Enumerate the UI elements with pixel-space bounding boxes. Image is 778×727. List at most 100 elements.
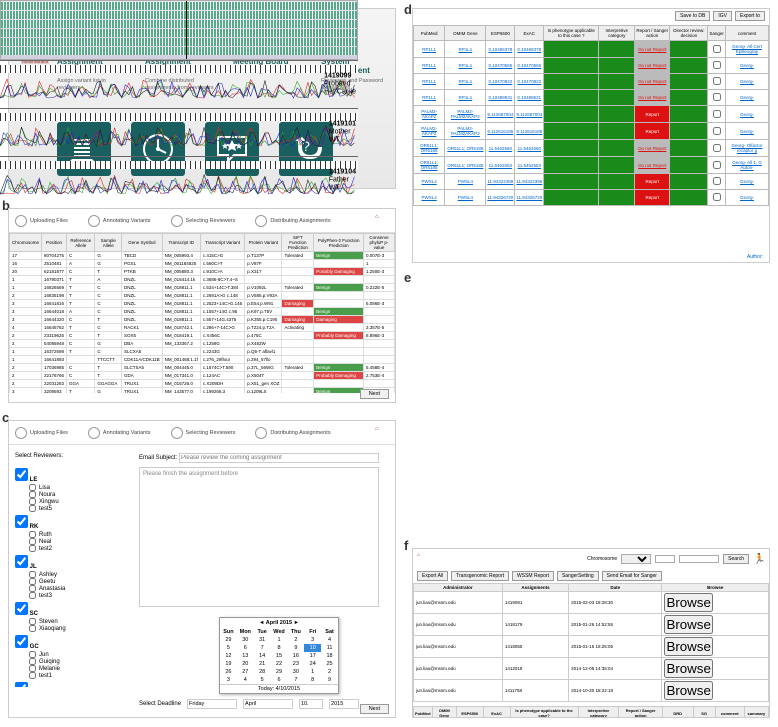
- calendar-day[interactable]: 15: [271, 652, 288, 660]
- table-row[interactable]: PALM2-AKAP2PALM2-PALM2AKAP2 9.1126161859…: [414, 123, 769, 140]
- calendar-day[interactable]: 7: [254, 644, 271, 652]
- reviewer-item[interactable]: Ruth: [15, 531, 125, 538]
- d-button[interactable]: IGV: [713, 11, 732, 21]
- reviewer-item[interactable]: Melanie: [15, 665, 125, 672]
- calendar-day[interactable]: 18: [321, 652, 338, 660]
- reviewer-item[interactable]: Lisa: [15, 484, 125, 491]
- calendar-day[interactable]: 8: [271, 644, 288, 652]
- calendar-day[interactable]: 4: [237, 676, 254, 684]
- calendar-day[interactable]: 22: [271, 660, 288, 668]
- table-row[interactable]: RP1L1RP1L1 0.104895310.10489531 Do not R…: [414, 90, 769, 106]
- reviewer-item[interactable]: test1: [15, 672, 125, 679]
- sanger-checkbox[interactable]: [713, 61, 721, 69]
- search-button[interactable]: Search: [723, 554, 749, 564]
- table-row[interactable]: jun.liao@mssm.edu14181792015-01-26 14:52…: [414, 614, 769, 636]
- reviewer-item[interactable]: test5: [15, 505, 125, 512]
- sanger-checkbox[interactable]: [713, 77, 721, 85]
- reviewer-item[interactable]: test2: [15, 545, 125, 552]
- calendar-day[interactable]: 12: [220, 652, 237, 660]
- calendar-day[interactable]: 2: [287, 636, 304, 644]
- calendar-day[interactable]: 17: [304, 652, 321, 660]
- toolbar-step[interactable]: Distributing Assignments: [255, 215, 330, 227]
- home-icon[interactable]: ⌂: [375, 214, 389, 228]
- reviewer-group[interactable]: GC: [15, 634, 125, 651]
- sanger-checkbox[interactable]: [713, 93, 721, 101]
- sanger-checkbox[interactable]: [713, 45, 721, 53]
- f-button[interactable]: Transgenomic Report: [451, 571, 509, 581]
- toolbar-step[interactable]: Uploading Files: [15, 427, 68, 439]
- sanger-checkbox[interactable]: [713, 161, 721, 169]
- deadline-day[interactable]: [187, 699, 237, 709]
- calendar-day[interactable]: 23: [287, 660, 304, 668]
- table-row[interactable]: 116641893TTCCTTCDK11A/CDK11BNM_001468.1.…: [10, 356, 395, 364]
- calendar-day[interactable]: 11: [321, 644, 338, 652]
- sanger-checkbox[interactable]: [713, 193, 721, 201]
- reviewer-item[interactable]: Noura: [15, 491, 125, 498]
- calendar-day[interactable]: 25: [321, 660, 338, 668]
- variants-table[interactable]: ChromosomePositionReference AlleleSample…: [9, 233, 395, 393]
- calendar-day[interactable]: 24: [304, 660, 321, 668]
- reviewers-tree[interactable]: LELisaNouraXingwutest5 RKRuthNealtest2 J…: [15, 467, 125, 687]
- review-table[interactable]: PubMedOMIM GeneESP6500ExACIs phenotype a…: [413, 25, 769, 206]
- pos-input[interactable]: [655, 555, 675, 563]
- calendar-day[interactable]: 29: [220, 636, 237, 644]
- home-icon[interactable]: ⌂: [417, 552, 431, 566]
- table-row[interactable]: 222176766CTGDANM_017341.0c.124ACp.X504TP…: [10, 372, 395, 380]
- details-table[interactable]: PubMedOMIM GeneESP6500ExACIs phenotype a…: [413, 706, 769, 718]
- calendar-day[interactable]: 13: [237, 652, 254, 660]
- calendar-popup[interactable]: ◄ April 2015 ►SunMonTueWedThuFriSat29303…: [219, 617, 339, 694]
- calendar-day[interactable]: 6: [271, 676, 288, 684]
- chr-select[interactable]: [621, 554, 651, 564]
- calendar-day[interactable]: 3: [220, 676, 237, 684]
- table-row[interactable]: jun.liao@mssm.edu14180552015-01-15 15:25…: [414, 636, 769, 658]
- f-button[interactable]: Export All: [417, 571, 448, 581]
- reviewer-group[interactable]: GD: [15, 681, 125, 687]
- calendar-day[interactable]: 3: [304, 636, 321, 644]
- reviewer-group[interactable]: RK: [15, 514, 125, 531]
- calendar-day[interactable]: 8: [304, 676, 321, 684]
- table-row[interactable]: jun.liao@mssm.edu14117582014-10-30 18:22…: [414, 680, 769, 702]
- sanger-checkbox[interactable]: [713, 177, 721, 185]
- email-body-input[interactable]: Please finish the assignment before: [139, 467, 379, 607]
- table-row[interactable]: 116372698TCSLCXA5c.2243Gp.Q5-T aflavl1: [10, 348, 395, 356]
- calendar-day[interactable]: 5: [254, 676, 271, 684]
- calendar-day[interactable]: 20: [237, 660, 254, 668]
- igv-viewer[interactable]: [0, 0, 358, 60]
- f-button[interactable]: WSSM Report: [512, 571, 554, 581]
- sanger-checkbox[interactable]: [713, 110, 721, 118]
- browse-button[interactable]: Browse: [664, 593, 712, 612]
- calendar-day[interactable]: 26: [220, 668, 237, 676]
- d-button[interactable]: Save to DB: [675, 11, 710, 21]
- calendar-day[interactable]: 27: [237, 668, 254, 676]
- next-button[interactable]: Next: [360, 389, 389, 399]
- assignments-table[interactable]: AdministratorAssignmentsDateBrowsejun.li…: [413, 583, 769, 702]
- table-row[interactable]: 2062181877CTPTKBNM_005880.3c.910C>Ap.X31…: [10, 268, 395, 276]
- table-row[interactable]: OR51L1; OR5185OR51L1; OR5185 11.54625601…: [414, 140, 769, 157]
- next-button[interactable]: Next: [360, 704, 389, 714]
- deadline-month[interactable]: [243, 699, 293, 709]
- table-row[interactable]: 254086948CGDBANM_133367.2c.1259Gp.X482W: [10, 340, 395, 348]
- table-row[interactable]: RP1L1RP1L1 0.104663780.10468378 Do not R…: [414, 41, 769, 58]
- table-row[interactable]: 316641816TCDNZLNM_018811.1c.2523+14C>G.1…: [10, 300, 395, 308]
- calendar-day[interactable]: 28: [254, 668, 271, 676]
- reviewer-item[interactable]: Xingwu: [15, 498, 125, 505]
- reviewer-group[interactable]: LE: [15, 467, 125, 484]
- table-row[interactable]: jun.liao@mssm.edu14120182014-12-08 14:35…: [414, 658, 769, 680]
- table-row[interactable]: 416645762TCRACK1NM_018742.1c.286+7-14C>G…: [10, 324, 395, 332]
- browse-button[interactable]: Browse: [664, 637, 712, 656]
- calendar-day[interactable]: 21: [254, 660, 271, 668]
- table-row[interactable]: 217036985CTSLCTSA5NM_004445.0c.1674C>T.5…: [10, 364, 395, 372]
- calendar-day[interactable]: 30: [237, 636, 254, 644]
- table-row[interactable]: 162510481AGPGS1NM_001184825c.560C>Tp.V87…: [10, 260, 395, 268]
- table-row[interactable]: RP1L1RP1L1 0.104705650.10470565 Do not R…: [414, 58, 769, 74]
- reviewer-item[interactable]: test3: [15, 592, 125, 599]
- table-row[interactable]: 223319625CTSOX5NM_018419.1c.X456Cp.475CP…: [10, 332, 395, 340]
- toolbar-step[interactable]: Selecting Reviewers: [171, 215, 236, 227]
- sanger-checkbox[interactable]: [713, 144, 721, 152]
- table-row[interactable]: PWSL4PWSL4 11.9432672011.94326720 Report…: [414, 190, 769, 206]
- email-subject-input[interactable]: [179, 453, 379, 463]
- table-row[interactable]: OR51L1; OR5185OR51L1; OR5185 11.54625531…: [414, 157, 769, 174]
- reviewer-item[interactable]: Xiaoqiang: [15, 625, 125, 632]
- table-row[interactable]: 116826569TCDNZLNM_018811.1c.534+14C>T.38…: [10, 284, 395, 292]
- calendar-day[interactable]: 29: [271, 668, 288, 676]
